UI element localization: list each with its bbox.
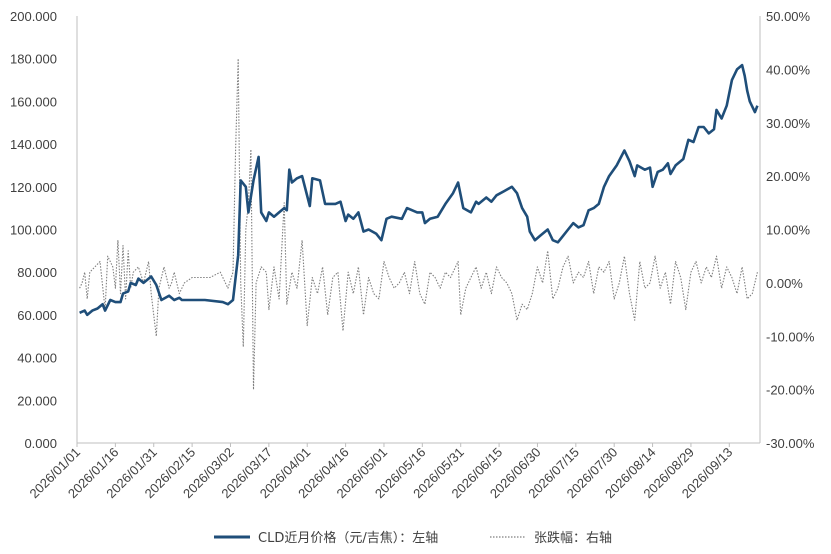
series-layer xyxy=(79,58,759,391)
right-tick-label: 50.00% xyxy=(766,9,811,24)
series-line-change xyxy=(79,58,758,391)
left-axis-ticks: 0.000 20.000 40.000 60.000 80.000 100.000 120.… xyxy=(10,9,57,451)
left-tick-label: 180.000 xyxy=(10,52,57,67)
legend-label-change: 张跌幅：右轴 xyxy=(534,530,612,546)
left-tick-label: 160.000 xyxy=(10,94,57,109)
left-tick-label: 20.000 xyxy=(17,393,57,408)
legend: CLD近月价格（元/吉焦）：左轴 张跌幅：右轴 xyxy=(214,530,612,546)
left-tick-label: 140.000 xyxy=(10,137,57,152)
right-tick-label: -10.00% xyxy=(766,329,815,344)
left-tick-label: 120.000 xyxy=(10,180,57,195)
right-axis-ticks: -30.00% -20.00% -10.00% 0.00% 10.00% 20.00% 30… xyxy=(766,9,815,451)
right-tick-label: 10.00% xyxy=(766,223,811,238)
left-tick-label: 100.000 xyxy=(10,223,57,238)
right-tick-label: 0.00% xyxy=(766,276,803,291)
x-axis-ticks: 2026/01/012026/01/162026/01/312026/02/15… xyxy=(26,443,735,501)
legend-label-price: CLD近月价格（元/吉焦）：左轴 xyxy=(258,530,438,546)
left-tick-label: 0.000 xyxy=(24,436,57,451)
right-tick-label: 40.00% xyxy=(766,62,811,77)
axes xyxy=(76,16,761,444)
left-tick-label: 200.000 xyxy=(10,9,57,24)
series-line-price xyxy=(79,63,759,317)
left-tick-label: 40.000 xyxy=(17,351,57,366)
left-tick-label: 60.000 xyxy=(17,308,57,323)
right-tick-label: -20.00% xyxy=(766,383,815,398)
left-tick-label: 80.000 xyxy=(17,265,57,280)
right-tick-label: 20.00% xyxy=(766,169,811,184)
right-tick-label: -30.00% xyxy=(766,436,815,451)
right-tick-label: 30.00% xyxy=(766,116,811,131)
